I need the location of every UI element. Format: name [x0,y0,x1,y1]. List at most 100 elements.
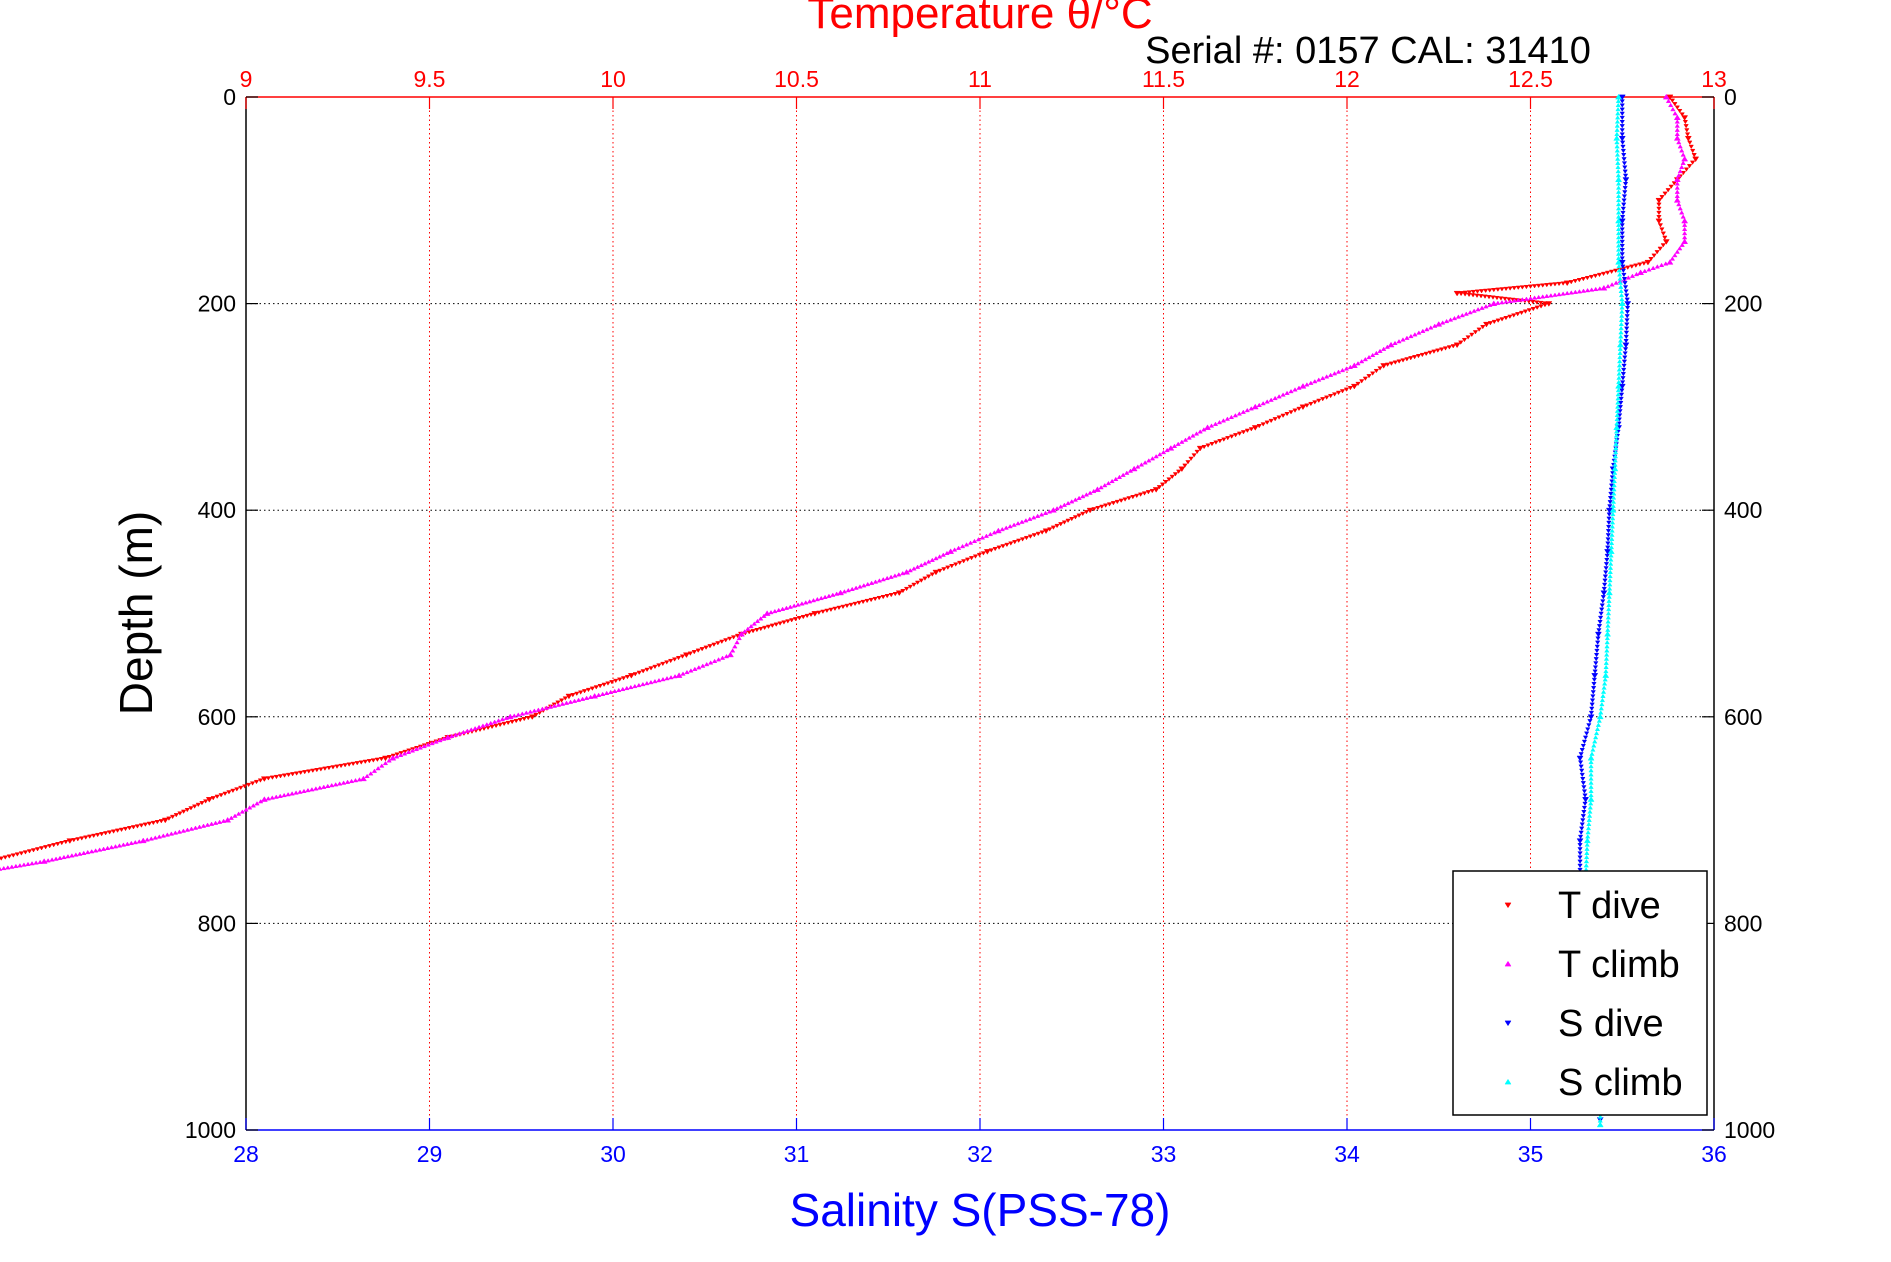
trail-marker [769,623,776,628]
trail-marker [1248,427,1254,432]
trail-marker [1606,520,1612,526]
trail-marker [918,578,924,583]
trail-marker [1388,361,1395,366]
trail-marker [1580,781,1586,786]
bottom-tick-label: 35 [1518,1141,1544,1167]
trail-marker [370,758,377,763]
bottom-tick-label: 34 [1334,1141,1360,1167]
data-point [1618,259,1626,266]
trail-marker [1633,263,1639,268]
trail-marker [1080,493,1086,499]
trail-marker [6,854,12,859]
trail-marker [14,852,21,857]
trail-marker [1163,480,1169,485]
trail-marker [1680,160,1686,165]
legend-marker-t-climb [1504,960,1512,967]
legend-label: T dive [1558,885,1661,927]
trail-marker [1312,379,1318,384]
trail-marker [1031,515,1037,520]
trail-marker [567,699,574,704]
trail-marker [354,761,360,766]
trail-marker [856,600,862,606]
left-tick-label: 400 [198,497,236,523]
data-point [1600,590,1608,597]
trail-marker [134,824,141,829]
trail-marker [1355,381,1361,387]
trail-marker [1691,153,1697,158]
trail-marker [309,787,315,792]
trail-marker [1419,352,1425,358]
trail-marker [1145,490,1152,495]
trail-marker [1538,300,1544,306]
trail-marker [1611,474,1618,479]
trail-marker [371,768,378,773]
trail-marker [1138,462,1145,467]
trail-marker [1624,314,1630,319]
data-point [1587,714,1595,720]
trail-marker [77,851,83,856]
trail-marker [1622,347,1629,352]
trail-marker [1615,396,1621,401]
trail-marker [1472,330,1479,335]
trail-marker [1610,495,1617,500]
trail-marker [1499,287,1505,292]
trail-marker [330,765,336,770]
trail-marker [47,844,53,849]
right-tick-label: 400 [1724,497,1762,523]
trail-marker [1169,474,1175,480]
trail-marker [1470,293,1476,298]
trail-marker [1618,321,1624,327]
trail-marker [865,581,871,587]
trail-marker [1650,265,1656,270]
trail-marker [484,722,490,727]
trail-marker [1597,619,1603,625]
data-point [903,569,911,575]
trail-marker [1530,300,1536,305]
trail-marker [578,690,584,695]
trail-marker [1615,210,1622,215]
trail-marker [1622,190,1628,195]
trail-marker [1577,863,1583,869]
trail-marker [1615,251,1622,256]
trail-marker [460,729,467,735]
trail-marker [888,593,894,598]
trail-marker [785,619,791,624]
trail-marker [1186,435,1192,440]
trail-marker [1582,735,1589,740]
bottom-tick-label: 28 [233,1141,259,1167]
trail-marker [824,608,830,614]
trail-marker [1522,309,1529,314]
trail-marker [648,679,654,685]
top-tick-label: 10 [600,66,626,92]
trail-marker [1604,635,1611,641]
trail-marker [1544,283,1550,288]
trail-marker [85,849,91,855]
trail-marker [1607,504,1613,509]
trail-marker [1268,397,1274,402]
trail-marker [200,823,207,828]
trail-marker [644,680,650,686]
trail-marker [1519,285,1525,290]
trail-marker [1670,106,1676,112]
trail-marker [1054,523,1060,529]
trail-marker [727,636,733,642]
trail-marker [108,844,115,850]
trail-marker [1000,544,1006,549]
trail-marker [1584,287,1591,293]
data-point [1618,135,1626,142]
trail-marker [1620,144,1626,150]
trail-marker [1629,264,1635,269]
trail-marker [441,736,447,741]
data-point [1681,115,1689,121]
trail-marker [1623,334,1629,340]
trail-marker [963,542,970,547]
trail-marker [1228,414,1235,420]
trail-marker [1544,293,1550,298]
trail-marker [1610,511,1616,517]
trail-marker [1127,468,1134,473]
data-point [1655,218,1663,225]
trail-marker [1588,780,1594,785]
trail-marker [1486,295,1492,300]
trail-marker [281,773,288,778]
trail-marker [1662,235,1668,240]
